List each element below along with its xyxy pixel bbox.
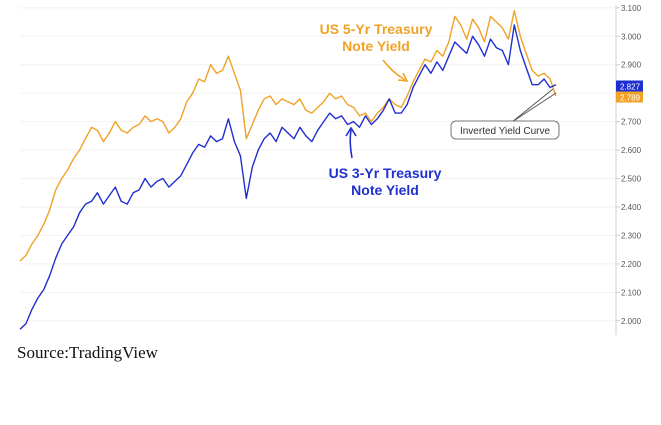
five-year-label-arrowhead <box>397 72 409 82</box>
y-tick-label: 2.500 <box>621 175 642 184</box>
y-tick-label: 3.100 <box>621 4 642 13</box>
y-tick-label: 2.000 <box>621 317 642 326</box>
series-lines <box>19 9 557 330</box>
y-axis: 3.1003.0002.9002.8002.7002.6002.5002.400… <box>616 4 642 326</box>
y-tick-label: 2.900 <box>621 61 642 70</box>
y-tick-label: 2.600 <box>621 146 642 155</box>
three-year-yield-line <box>19 24 557 330</box>
last-value-badges: 2.827 2.789 <box>616 80 643 103</box>
y-tick-label: 3.000 <box>621 32 642 41</box>
inverted-curve-label: Inverted Yield Curve <box>460 126 550 137</box>
y-axis-gridlines <box>20 7 616 322</box>
last-value-badge <box>616 91 643 103</box>
five-year-label-line1: US 5-Yr Treasury <box>320 21 433 37</box>
yield-chart: 3.1003.0002.9002.8002.7002.6002.5002.400… <box>19 4 643 335</box>
y-tick-label: 2.300 <box>621 231 642 240</box>
three-year-label-line2: Note Yield <box>351 182 419 198</box>
three-year-label-arrow <box>349 129 353 159</box>
last-value-badge-text: 2.827 <box>620 83 641 92</box>
three-year-label-line1: US 3-Yr Treasury <box>329 165 442 181</box>
inverted-curve-pointer-a <box>511 88 554 123</box>
five-year-yield-line <box>19 9 557 262</box>
five-year-label-line2: Note Yield <box>342 38 410 54</box>
three-year-label-arrowhead <box>345 126 357 137</box>
last-value-badge <box>616 80 643 92</box>
inverted-curve-pointer-b <box>511 92 557 123</box>
last-value-badge-text: 2.789 <box>620 94 641 103</box>
inverted-curve-box <box>450 120 560 140</box>
y-tick-label: 2.700 <box>621 118 642 127</box>
y-tick-label: 2.100 <box>621 288 642 297</box>
five-year-label-arrow <box>382 59 406 81</box>
y-tick-label: 2.200 <box>621 260 642 269</box>
source-caption: Source:TradingView <box>17 343 158 362</box>
y-tick-label: 2.400 <box>621 203 642 212</box>
